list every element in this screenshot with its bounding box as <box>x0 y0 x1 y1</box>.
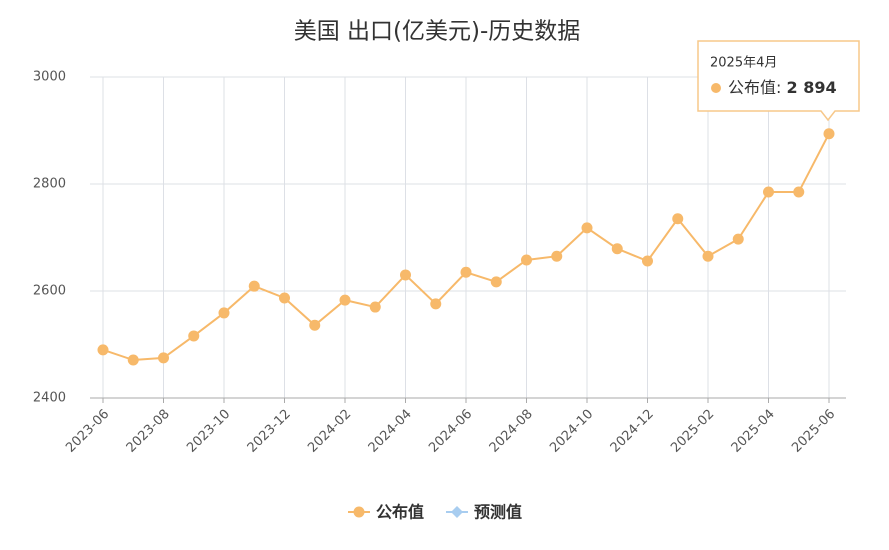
point <box>97 344 109 356</box>
y-tick-label: 2400 <box>33 391 66 406</box>
x-tick-label: 2023-12 <box>245 407 294 456</box>
point <box>672 213 684 225</box>
legend-symbol <box>451 506 463 518</box>
point <box>490 276 502 288</box>
x-tick-label: 2024-06 <box>426 407 475 456</box>
legend-symbol <box>353 506 365 518</box>
legend-label: 预测值 <box>474 503 522 522</box>
x-tick-label: 2024-02 <box>305 407 354 456</box>
point <box>339 294 351 306</box>
x-tick-label: 2023-06 <box>63 407 112 456</box>
x-tick-label: 2023-08 <box>124 407 173 456</box>
point <box>642 255 653 267</box>
point <box>581 222 593 234</box>
y-tick-label: 2600 <box>33 284 66 299</box>
point <box>521 254 532 266</box>
x-tick-label: 2023-10 <box>184 407 233 456</box>
x-tick-label: 2024-10 <box>547 407 596 456</box>
point <box>763 186 774 198</box>
point <box>611 243 623 255</box>
tooltip-value: 2 894 <box>786 78 836 97</box>
x-tick-label: 2025-04 <box>729 407 778 456</box>
point <box>127 354 139 366</box>
point <box>400 269 411 281</box>
x-tick-label: 2025-06 <box>789 407 838 456</box>
tooltip-symbol <box>711 83 721 93</box>
point <box>430 298 442 310</box>
point <box>218 307 230 319</box>
point <box>793 186 805 198</box>
point <box>279 292 290 304</box>
point <box>732 233 744 245</box>
point <box>248 280 260 292</box>
point <box>369 301 381 313</box>
tooltip-title: 2025年4月 <box>710 56 777 71</box>
point <box>158 352 169 364</box>
x-tick-label: 2024-08 <box>487 407 536 456</box>
point <box>823 128 835 140</box>
point <box>460 266 472 278</box>
tooltip-text: 公布值: 2 894 <box>728 78 837 97</box>
tooltip-box <box>697 40 860 122</box>
point <box>551 250 563 262</box>
tooltip-label: 公布值: <box>728 78 786 97</box>
y-tick-label: 3000 <box>33 70 66 85</box>
x-tick-label: 2024-04 <box>366 407 415 456</box>
x-tick-label: 2025-02 <box>668 407 717 456</box>
legend-label: 公布值 <box>376 503 424 522</box>
x-tick-label: 2024-12 <box>608 407 657 456</box>
point <box>188 330 200 342</box>
chart-title: 美国 出口(亿美元)-历史数据 <box>294 19 581 45</box>
point <box>702 250 714 262</box>
point <box>309 319 321 331</box>
y-tick-label: 2800 <box>33 177 66 192</box>
